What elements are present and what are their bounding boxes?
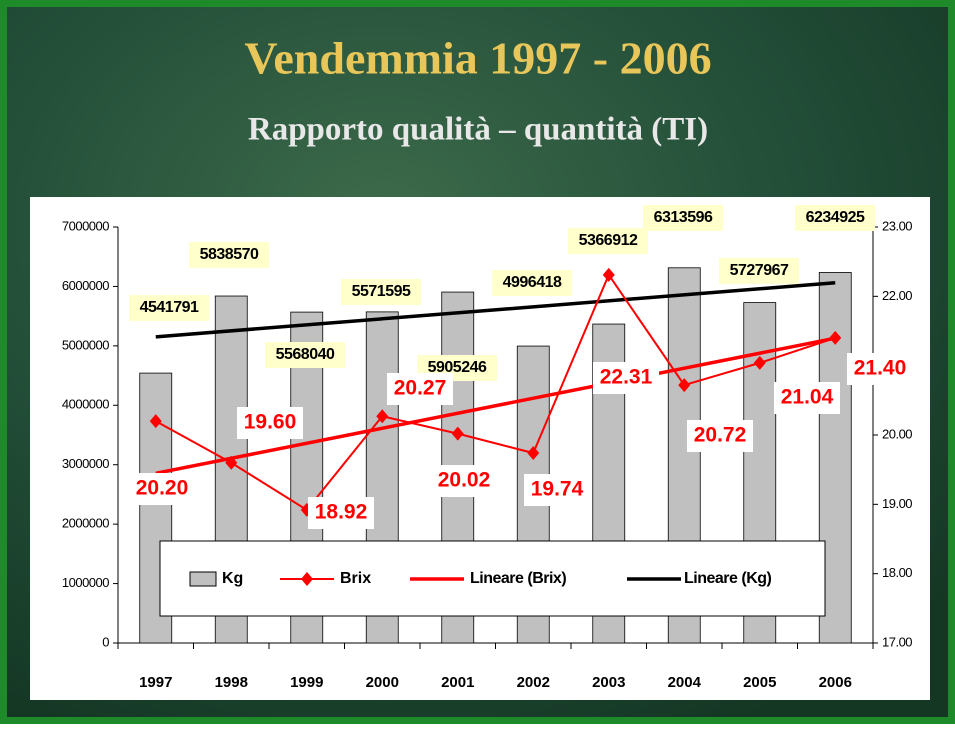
label-bg bbox=[687, 420, 753, 452]
label-bg bbox=[387, 373, 453, 405]
trend-line bbox=[155, 336, 836, 476]
brix-marker bbox=[678, 378, 691, 393]
x-tick-label: 2003 bbox=[592, 674, 625, 691]
label-bg bbox=[643, 205, 723, 231]
data-label: 22.31 bbox=[600, 366, 653, 389]
legend-label: Lineare (Kg) bbox=[684, 570, 772, 587]
y2-tick-label: 18.00 bbox=[882, 565, 912, 580]
chart-subtitle: Rapporto qualità – quantità (TI) bbox=[248, 112, 708, 148]
data-label: 19.74 bbox=[531, 478, 584, 501]
data-label: 21.40 bbox=[854, 357, 907, 380]
legend-label: Brix bbox=[340, 570, 371, 587]
x-tick-label: 2000 bbox=[366, 674, 399, 691]
data-label: 4541791 bbox=[140, 299, 199, 316]
data-label: 5905246 bbox=[428, 359, 487, 376]
brix-marker bbox=[527, 446, 540, 461]
brix-marker bbox=[149, 414, 162, 429]
label-bg bbox=[189, 242, 269, 268]
legend-label: Lineare (Brix) bbox=[470, 570, 566, 587]
y-tick-label: 7000000 bbox=[62, 218, 109, 233]
label-bg bbox=[308, 497, 374, 529]
label-bg bbox=[524, 474, 590, 506]
label-bg bbox=[719, 258, 799, 284]
x-tick-label: 1999 bbox=[290, 674, 323, 691]
y-tick-label: 2000000 bbox=[62, 516, 109, 531]
data-label: 20.20 bbox=[136, 477, 189, 500]
legend-marker bbox=[301, 572, 313, 586]
x-tick-label: 1998 bbox=[215, 674, 248, 691]
y-tick-label: 4000000 bbox=[62, 397, 109, 412]
x-tick-label: 2006 bbox=[819, 674, 852, 691]
label-bg bbox=[492, 270, 572, 296]
label-bg bbox=[265, 342, 345, 368]
brix-marker bbox=[376, 409, 389, 424]
trend-line bbox=[155, 281, 836, 339]
label-bg bbox=[795, 205, 875, 231]
y2-tick-label: 17.00 bbox=[882, 634, 912, 649]
chart-title: Vendemmia 1997 - 2006 bbox=[244, 33, 711, 84]
x-tick-label: 2004 bbox=[668, 674, 702, 691]
data-label: 5571595 bbox=[352, 283, 411, 300]
data-label: 6234925 bbox=[806, 209, 865, 226]
data-label: 19.60 bbox=[244, 411, 297, 434]
brix-marker bbox=[602, 267, 615, 282]
label-bg bbox=[129, 473, 195, 505]
label-bg bbox=[593, 362, 659, 394]
label-bg bbox=[237, 407, 303, 439]
x-tick-label: 2002 bbox=[517, 674, 550, 691]
data-label: 6313596 bbox=[654, 209, 713, 226]
legend-label: Kg bbox=[222, 570, 243, 587]
y-tick-label: 0 bbox=[102, 634, 109, 649]
brix-marker bbox=[829, 330, 842, 345]
label-bg bbox=[568, 228, 648, 254]
label-bg bbox=[431, 465, 497, 497]
legend bbox=[159, 540, 826, 617]
y2-tick-label: 22.00 bbox=[882, 288, 912, 303]
label-bg bbox=[774, 382, 840, 414]
data-label: 4996418 bbox=[503, 274, 562, 291]
brix-marker bbox=[753, 355, 766, 370]
brix-marker bbox=[451, 426, 464, 441]
label-bg bbox=[847, 353, 913, 385]
x-tick-label: 2005 bbox=[743, 674, 776, 691]
label-bg bbox=[341, 279, 421, 305]
data-label: 5727967 bbox=[730, 262, 789, 279]
x-tick-label: 2001 bbox=[441, 674, 474, 691]
y-tick-label: 1000000 bbox=[62, 575, 109, 590]
brix-line bbox=[155, 272, 836, 512]
data-label: 20.72 bbox=[694, 424, 747, 447]
y2-tick-label: 20.00 bbox=[882, 426, 912, 441]
data-label: 20.02 bbox=[438, 469, 491, 492]
legend-swatch bbox=[189, 571, 217, 587]
data-label: 18.92 bbox=[315, 501, 368, 524]
data-label: 5366912 bbox=[579, 232, 638, 249]
label-bg bbox=[129, 295, 209, 321]
y-tick-label: 6000000 bbox=[62, 278, 109, 293]
data-label: 21.04 bbox=[781, 386, 834, 409]
y-tick-label: 3000000 bbox=[62, 456, 109, 471]
data-label: 5568040 bbox=[276, 346, 335, 363]
data-label: 5838570 bbox=[200, 246, 259, 263]
brix-marker bbox=[225, 455, 238, 470]
y2-tick-label: 23.00 bbox=[882, 218, 912, 233]
data-label: 20.27 bbox=[394, 377, 447, 400]
y2-tick-label: 19.00 bbox=[882, 496, 912, 511]
x-tick-label: 1997 bbox=[139, 674, 172, 691]
y-tick-label: 5000000 bbox=[62, 337, 109, 352]
